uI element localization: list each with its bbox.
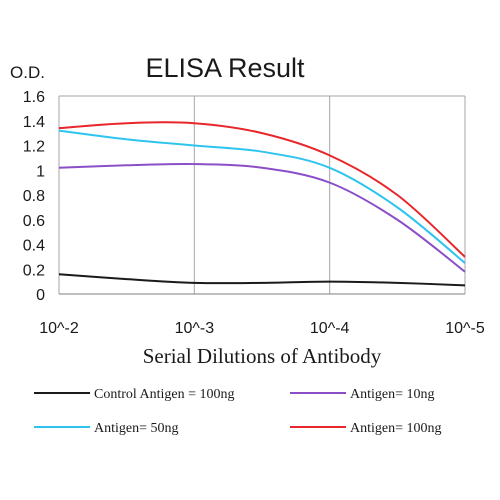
y-tick-label: 0 (36, 287, 45, 304)
series-line (58, 162, 466, 273)
legend: Control Antigen = 100ng Antigen= 10ng Anti… (34, 387, 442, 436)
series-layer (58, 121, 466, 287)
grid-layer (58, 95, 466, 295)
legend-label: Antigen= 50ng (94, 421, 179, 436)
series-line (58, 121, 466, 258)
legend-label: Antigen= 100ng (350, 421, 442, 436)
y-tick-label: 1.4 (23, 114, 45, 131)
legend-label: Control Antigen = 100ng (94, 387, 235, 402)
legend-label: Antigen= 10ng (350, 387, 435, 402)
y-tick-label: 0.8 (23, 188, 45, 205)
y-tick-label: 1.2 (23, 139, 45, 156)
series-line (58, 273, 466, 287)
y-tick-label: 0.6 (23, 213, 45, 230)
x-tick-label: 10^-4 (310, 320, 350, 337)
y-axis-label: O.D. (10, 63, 45, 82)
y-tick-label: 0.2 (23, 262, 45, 279)
x-tick-label: 10^-5 (445, 320, 485, 337)
y-tick-label: 1.6 (23, 89, 45, 106)
x-tick-label: 10^-2 (39, 320, 79, 337)
series-line (58, 129, 466, 264)
y-tick-label: 1 (36, 163, 45, 180)
tick-labels: 0 0.2 0.4 0.6 0.8 1 1.2 1.4 1.6 10^-2 10^-3 10^-4 10… (23, 89, 485, 337)
chart-title: ELISA Result (145, 53, 305, 83)
y-tick-label: 0.4 (23, 238, 45, 255)
x-tick-label: 10^-3 (175, 320, 215, 337)
x-axis-label: Serial Dilutions of Antibody (143, 344, 382, 368)
